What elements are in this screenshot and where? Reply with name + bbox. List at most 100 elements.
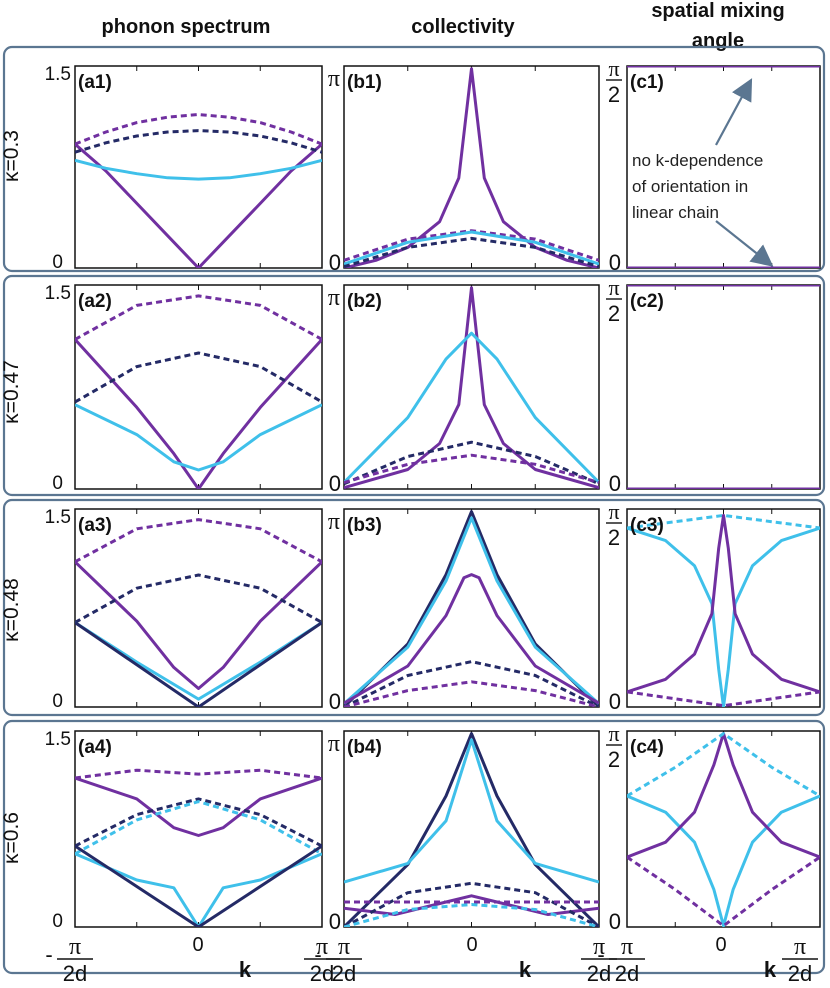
panel-label: (c2)	[630, 291, 664, 312]
x-den: 2d	[615, 961, 639, 986]
series-navy-dashed	[344, 660, 599, 707]
x-axis-label-k: k	[764, 957, 777, 982]
panel-a1: (a1) 1.5 0	[45, 64, 323, 273]
pi-half-tick-num: π	[608, 275, 619, 300]
row-frame-3	[2, 498, 826, 717]
panel-c1: (c1) 0	[609, 65, 821, 275]
panel-c3: (c3) 0	[609, 508, 821, 714]
row-label-kappa: κ=0.47	[0, 360, 23, 424]
x-den: 2d	[332, 961, 356, 986]
axes-box	[343, 65, 600, 269]
annotation-line: no k-dependence	[632, 151, 763, 170]
row-label-kappa: κ=0.6	[0, 812, 23, 864]
series-purple-dashed	[344, 453, 599, 484]
series-purple-dashed	[627, 690, 820, 707]
annotation-line: of orientation in	[632, 177, 748, 196]
y-tick-top: 1.5	[45, 507, 71, 528]
x-tick-pos-a: π2d	[304, 934, 340, 986]
row-label-kappa: κ=0.48	[0, 578, 23, 642]
y-tick-bottom: 0	[52, 252, 63, 273]
x-pi: π	[316, 934, 328, 960]
x-tick-zero: 0	[466, 934, 477, 956]
x-axis-label-k: k	[519, 957, 532, 982]
y-tick-top-pi-half: π2	[606, 721, 622, 772]
series-cyan-dashed	[627, 513, 820, 530]
x-pi: π	[69, 934, 81, 960]
x-tick-neg-a: π2d	[57, 934, 93, 986]
row-frame-1	[2, 45, 826, 273]
pi-half-tick-num: π	[608, 721, 619, 746]
x-tick-pos-b: π2d	[581, 934, 617, 986]
panel-label: (c1)	[630, 72, 664, 93]
x-pi: π	[794, 934, 806, 960]
series-purple-cusp	[344, 286, 599, 489]
x-pi: π	[593, 934, 605, 960]
panel-a3: (a3) 1.5 0	[45, 507, 323, 712]
x-tick-pos-c: π2d	[782, 934, 818, 986]
header-phonon-spectrum: phonon spectrum	[102, 16, 271, 38]
y-tick-top-pi-half: π2	[606, 499, 622, 550]
x-axis-label-k: k	[239, 957, 252, 982]
series-navy	[344, 510, 599, 707]
axes-box	[343, 730, 600, 928]
y-tick-bottom: 0	[609, 471, 621, 496]
panel-b3: (b3) π 0	[328, 508, 600, 714]
panel-c2: (c2) 0	[609, 284, 821, 496]
y-tick-top-pi-half: π2	[606, 275, 622, 326]
x-den: 2d	[310, 961, 334, 986]
x-minus-sign: -	[314, 942, 321, 967]
header-spatial-mixing: spatial mixing	[651, 0, 784, 22]
y-tick-bottom: 0	[609, 909, 621, 934]
panel-label: (b1)	[347, 72, 382, 93]
axes-box	[74, 730, 323, 928]
x-minus-sign: -	[597, 942, 604, 967]
series-cyan	[344, 516, 599, 705]
series-navy-dashed	[344, 236, 599, 268]
axes-box	[626, 508, 821, 708]
x-pi: π	[338, 934, 350, 960]
series-navy	[75, 621, 322, 707]
series-navy-dashed	[75, 351, 322, 404]
series-optical-dashed	[75, 113, 322, 146]
axes-box	[626, 284, 821, 490]
x-minus-sign: -	[45, 942, 52, 967]
x-den: 2d	[63, 961, 87, 986]
annotation-line: linear chain	[632, 203, 719, 222]
axes-box	[74, 508, 323, 708]
x-tick-neg-b: π2d	[326, 934, 362, 986]
series-purple-solid	[627, 513, 820, 694]
series-cyan-solid	[75, 852, 322, 927]
pi-half-tick-den: 2	[608, 301, 620, 326]
row-frame-2	[2, 274, 826, 497]
panel-a4: (a4) 1.5 0	[45, 729, 323, 932]
series-cyan	[344, 230, 599, 266]
y-tick-top-pi: π	[328, 509, 340, 535]
x-tick-zero: 0	[192, 934, 203, 956]
series-navy-solid	[75, 844, 322, 927]
y-tick-top: 1.5	[45, 64, 71, 85]
y-tick-bottom: 0	[52, 911, 63, 932]
series-cyan	[344, 738, 599, 884]
y-tick-top: 1.5	[45, 283, 71, 304]
series-purple-dashed	[344, 680, 599, 707]
row-frame-4	[2, 719, 826, 975]
x-tick-zero: 0	[715, 934, 726, 956]
panel-label: (a2)	[78, 291, 112, 312]
y-tick-top: 1.5	[45, 729, 71, 750]
series-cyan-dashed	[627, 732, 820, 798]
row-label-kappa: κ=0.3	[0, 130, 23, 182]
panel-label: (a1)	[78, 72, 112, 93]
panel-a2: (a2) 1.5 0	[45, 283, 323, 494]
panel-b4: (b4) π 0	[328, 730, 600, 934]
series-cyan-dashed	[75, 800, 322, 856]
series-navy-dashed	[344, 440, 599, 486]
x-pi: π	[621, 934, 633, 960]
series-cyan-solid	[627, 794, 820, 927]
arrow-up	[715, 78, 753, 146]
series-navy-dashed	[344, 881, 599, 927]
series-optical-dashed	[75, 518, 322, 564]
panel-label: (b2)	[347, 291, 382, 312]
y-tick-bottom: 0	[52, 691, 63, 712]
axes-box	[343, 284, 600, 490]
